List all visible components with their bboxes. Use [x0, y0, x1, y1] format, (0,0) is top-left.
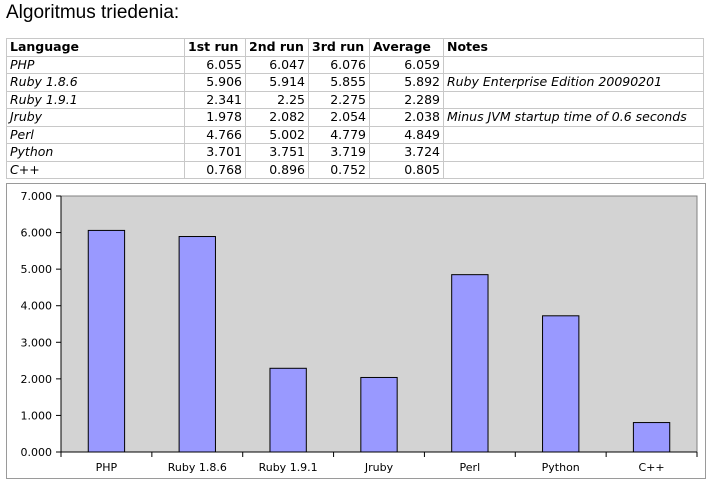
- time-cell: 2.082: [245, 108, 309, 127]
- chart-panel: 0.000 1.000 2.000 3.000 4.000 5.000 6.000 7.000…: [6, 183, 706, 479]
- language-cell: PHP: [6, 55, 185, 74]
- table-row: Ruby 1.9.1 2.341 2.25 2.275 2.289: [6, 90, 704, 109]
- notes-cell: [443, 143, 704, 162]
- language-cell: Ruby 1.8.6: [6, 73, 185, 92]
- notes-cell: [443, 90, 704, 109]
- notes-cell: Ruby Enterprise Edition 20090201: [443, 73, 704, 92]
- time-cell: 2.289: [369, 90, 444, 109]
- time-cell: 2.25: [245, 90, 309, 109]
- column-header: 2nd run: [245, 38, 309, 57]
- language-cell: Jruby: [6, 108, 185, 127]
- y-tick-label: 0.000: [21, 446, 53, 459]
- time-cell: 2.054: [308, 108, 370, 127]
- time-cell: 4.779: [308, 125, 370, 144]
- x-tick-label: PHP: [96, 461, 118, 474]
- language-cell: C++: [6, 160, 185, 179]
- time-cell: 5.914: [245, 73, 309, 92]
- language-cell: Ruby 1.9.1: [6, 90, 185, 109]
- y-tick-label: 3.000: [21, 336, 53, 349]
- time-cell: 3.701: [184, 143, 246, 162]
- time-cell: 2.038: [369, 108, 444, 127]
- time-cell: 6.059: [369, 55, 444, 74]
- table-row: Jruby 1.978 2.082 2.054 2.038 Minus JVM start…: [6, 108, 704, 127]
- y-tick-label: 6.000: [21, 227, 53, 240]
- notes-cell: [443, 160, 704, 179]
- bar: [269, 367, 307, 453]
- bar: [451, 274, 489, 453]
- time-cell: 6.076: [308, 55, 370, 74]
- time-cell: 5.892: [369, 73, 444, 92]
- time-cell: 6.055: [184, 55, 246, 74]
- time-cell: 0.768: [184, 160, 246, 179]
- y-tick-label: 2.000: [21, 373, 53, 386]
- bar: [87, 229, 126, 453]
- time-cell: 0.896: [245, 160, 309, 179]
- column-header: Average: [369, 38, 444, 57]
- bar: [178, 236, 216, 453]
- column-header: 3rd run: [308, 38, 370, 57]
- bar: [360, 376, 398, 453]
- table-header-row: Language 1st run 2nd run 3rd run Average Note…: [6, 38, 704, 57]
- time-cell: 4.849: [369, 125, 444, 144]
- x-tick-label: C++: [639, 461, 665, 474]
- time-cell: 5.002: [245, 125, 309, 144]
- time-cell: 0.752: [308, 160, 370, 179]
- language-cell: Python: [6, 143, 185, 162]
- time-cell: 2.341: [184, 90, 246, 109]
- table-row: Python 3.701 3.751 3.719 3.724: [6, 143, 704, 162]
- time-cell: 1.978: [184, 108, 246, 127]
- x-tick-label: Perl: [460, 461, 481, 474]
- x-tick-label: Ruby 1.9.1: [259, 461, 318, 474]
- table-row: Perl 4.766 5.002 4.779 4.849: [6, 125, 704, 144]
- time-cell: 0.805: [369, 160, 444, 179]
- column-header: 1st run: [184, 38, 246, 57]
- language-cell: Perl: [6, 125, 185, 144]
- x-tick-label: Jruby: [364, 461, 394, 474]
- bar: [632, 422, 671, 453]
- time-cell: 5.855: [308, 73, 370, 92]
- notes-cell: Minus JVM startup time of 0.6 seconds: [443, 108, 704, 127]
- y-tick-label: 1.000: [21, 409, 53, 422]
- table-row: Ruby 1.8.6 5.906 5.914 5.855 5.892 Ruby Enter…: [6, 73, 704, 92]
- y-tick-label: 4.000: [21, 300, 53, 313]
- y-tick-label: 5.000: [21, 263, 53, 276]
- table-row: C++ 0.768 0.896 0.752 0.805: [6, 160, 704, 179]
- column-header: Language: [6, 38, 185, 57]
- time-cell: 2.275: [308, 90, 370, 109]
- time-cell: 3.719: [308, 143, 370, 162]
- table-row: PHP 6.055 6.047 6.076 6.059: [6, 55, 704, 74]
- time-cell: 6.047: [245, 55, 309, 74]
- notes-cell: [443, 125, 704, 144]
- time-cell: 3.724: [369, 143, 444, 162]
- x-tick-label: Ruby 1.8.6: [168, 461, 227, 474]
- time-cell: 5.906: [184, 73, 246, 92]
- column-header: Notes: [443, 38, 704, 57]
- time-cell: 4.766: [184, 125, 246, 144]
- bar-chart: 0.000 1.000 2.000 3.000 4.000 5.000 6.000 7.000…: [21, 190, 698, 474]
- bar: [542, 315, 580, 453]
- y-tick-label: 7.000: [21, 190, 53, 203]
- x-tick-label: Python: [542, 461, 580, 474]
- time-cell: 3.751: [245, 143, 309, 162]
- results-table: Language 1st run 2nd run 3rd run Average Note…: [6, 38, 704, 179]
- page-title: Algoritmus triedenia:: [6, 2, 180, 23]
- notes-cell: [443, 55, 704, 74]
